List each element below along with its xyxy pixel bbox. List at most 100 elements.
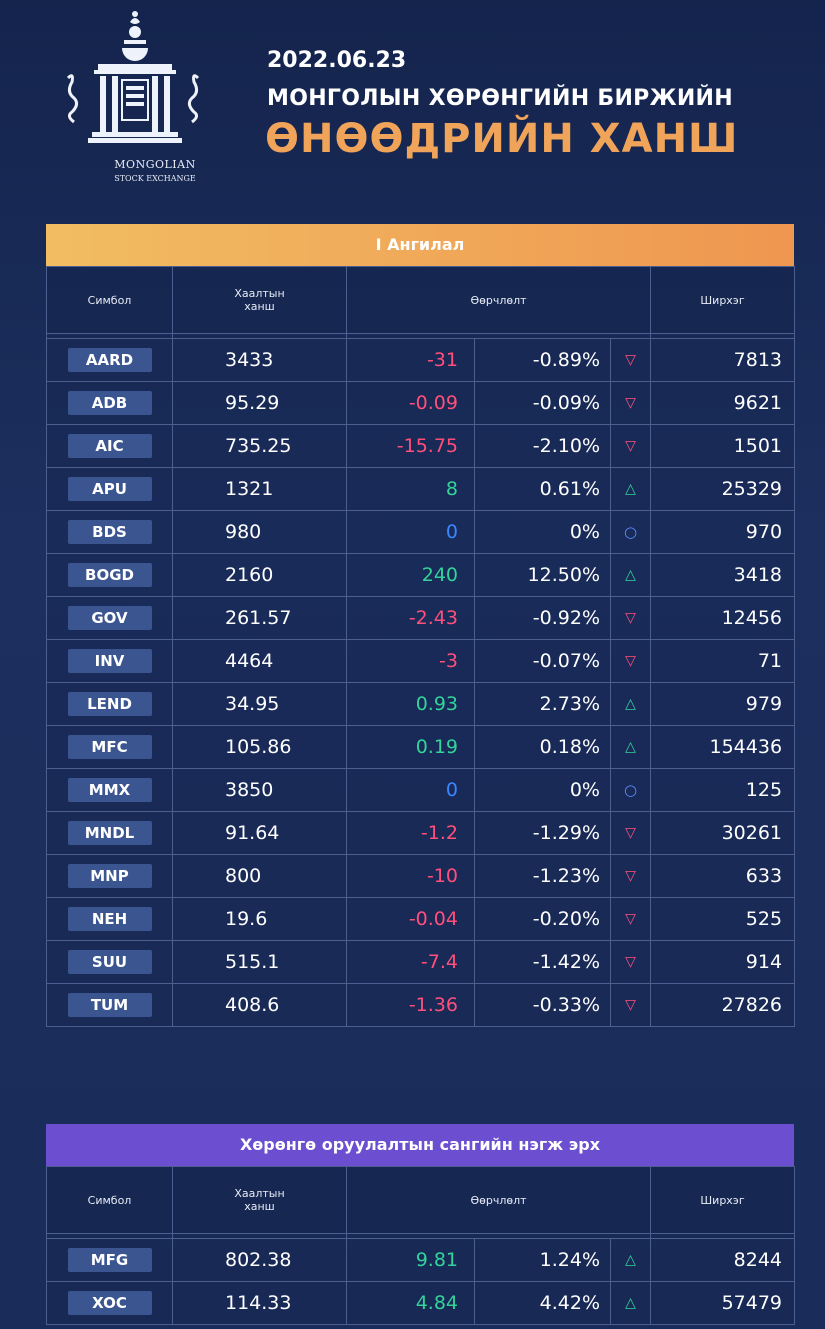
change-value-cell: 9.81 bbox=[346, 1238, 475, 1282]
funds-table: Симбол Хаалтын ханш Өөрчлөлт Ширхэг MFG 8… bbox=[46, 1166, 796, 1325]
soyombo-building-icon bbox=[66, 11, 200, 143]
change-percent-cell: 4.42% bbox=[474, 1281, 611, 1325]
change-percent-cell: 0% bbox=[474, 768, 611, 812]
col-symbol-header: Симбол bbox=[46, 266, 173, 334]
triangle-down-icon: ▽ bbox=[609, 639, 652, 683]
table-row: ADB 95.29 -0.09 -0.09% ▽ 9621 bbox=[46, 381, 796, 425]
table-row: APU 1321 8 0.61% △ 25329 bbox=[46, 467, 796, 511]
volume-cell: 125 bbox=[650, 768, 796, 812]
close-price-cell: 261.57 bbox=[172, 596, 347, 640]
close-price-cell: 408.6 bbox=[172, 983, 347, 1027]
change-percent-cell: -1.42% bbox=[474, 940, 611, 984]
change-value-cell: -10 bbox=[346, 854, 475, 898]
circle-icon: ○ bbox=[609, 768, 652, 812]
triangle-down-icon: ▽ bbox=[609, 424, 652, 468]
change-percent-cell: 1.24% bbox=[474, 1238, 611, 1282]
symbol-badge: TUM bbox=[67, 993, 152, 1017]
col-close-header: Хаалтын ханш bbox=[172, 1166, 347, 1234]
table-row: MNP 800 -10 -1.23% ▽ 633 bbox=[46, 854, 796, 898]
close-price-cell: 105.86 bbox=[172, 725, 347, 769]
change-value-cell: -7.4 bbox=[346, 940, 475, 984]
close-price-cell: 95.29 bbox=[172, 381, 347, 425]
change-value-cell: -15.75 bbox=[346, 424, 475, 468]
table-row: MFG 802.38 9.81 1.24% △ 8244 bbox=[46, 1238, 796, 1282]
funds-header-row: Симбол Хаалтын ханш Өөрчлөлт Ширхэг bbox=[46, 1166, 796, 1234]
table-row: INV 4464 -3 -0.07% ▽ 71 bbox=[46, 639, 796, 683]
table-row: XOC 114.33 4.84 4.42% △ 57479 bbox=[46, 1281, 796, 1325]
tier1-header-row: Симбол Хаалтын ханш Өөрчлөлт Ширхэг bbox=[46, 266, 796, 334]
triangle-down-icon: ▽ bbox=[609, 381, 652, 425]
symbol-badge: XOC bbox=[67, 1291, 152, 1315]
close-price-cell: 19.6 bbox=[172, 897, 347, 941]
symbol-cell: APU bbox=[46, 467, 173, 511]
triangle-down-icon: ▽ bbox=[609, 940, 652, 984]
symbol-badge: APU bbox=[67, 477, 152, 501]
change-percent-cell: -2.10% bbox=[474, 424, 611, 468]
change-value-cell: -3 bbox=[346, 639, 475, 683]
volume-cell: 633 bbox=[650, 854, 796, 898]
symbol-badge: MMX bbox=[67, 778, 152, 802]
symbol-cell: GOV bbox=[46, 596, 173, 640]
change-value-cell: 0 bbox=[346, 768, 475, 812]
change-percent-cell: 0.61% bbox=[474, 467, 611, 511]
symbol-cell: AIC bbox=[46, 424, 173, 468]
table-row: BDS 980 0 0% ○ 970 bbox=[46, 510, 796, 554]
triangle-up-icon: △ bbox=[609, 553, 652, 597]
symbol-badge: GOV bbox=[67, 606, 152, 630]
tier1-table: Симбол Хаалтын ханш Өөрчлөлт Ширхэг AARD… bbox=[46, 266, 796, 1027]
symbol-cell: MNDL bbox=[46, 811, 173, 855]
symbol-badge: SUU bbox=[67, 950, 152, 974]
symbol-cell: INV bbox=[46, 639, 173, 683]
close-price-cell: 114.33 bbox=[172, 1281, 347, 1325]
change-value-cell: -31 bbox=[346, 338, 475, 382]
symbol-badge: MFC bbox=[67, 735, 152, 759]
volume-cell: 30261 bbox=[650, 811, 796, 855]
symbol-badge: MNDL bbox=[67, 821, 152, 845]
col-volume-header: Ширхэг bbox=[650, 266, 796, 334]
volume-cell: 3418 bbox=[650, 553, 796, 597]
volume-cell: 8244 bbox=[650, 1238, 796, 1282]
triangle-up-icon: △ bbox=[609, 467, 652, 511]
volume-cell: 25329 bbox=[650, 467, 796, 511]
triangle-down-icon: ▽ bbox=[609, 897, 652, 941]
table-row: TUM 408.6 -1.36 -0.33% ▽ 27826 bbox=[46, 983, 796, 1027]
logo-text-line2: STOCK EXCHANGE bbox=[114, 174, 196, 183]
volume-cell: 914 bbox=[650, 940, 796, 984]
table-row: MNDL 91.64 -1.2 -1.29% ▽ 30261 bbox=[46, 811, 796, 855]
header: MONGOLIAN STOCK EXCHANGE 2022.06.23 МОНГ… bbox=[0, 0, 825, 200]
close-price-cell: 3433 bbox=[172, 338, 347, 382]
change-value-cell: -0.09 bbox=[346, 381, 475, 425]
change-value-cell: -1.36 bbox=[346, 983, 475, 1027]
volume-cell: 979 bbox=[650, 682, 796, 726]
change-percent-cell: -0.07% bbox=[474, 639, 611, 683]
change-percent-cell: -0.20% bbox=[474, 897, 611, 941]
change-percent-cell: 2.73% bbox=[474, 682, 611, 726]
change-percent-cell: -1.29% bbox=[474, 811, 611, 855]
symbol-cell: AARD bbox=[46, 338, 173, 382]
change-percent-cell: -1.23% bbox=[474, 854, 611, 898]
volume-cell: 57479 bbox=[650, 1281, 796, 1325]
change-percent-cell: 0% bbox=[474, 510, 611, 554]
table-row: MFC 105.86 0.19 0.18% △ 154436 bbox=[46, 725, 796, 769]
table-row: BOGD 2160 240 12.50% △ 3418 bbox=[46, 553, 796, 597]
close-price-cell: 802.38 bbox=[172, 1238, 347, 1282]
symbol-badge: ADB bbox=[67, 391, 152, 415]
triangle-up-icon: △ bbox=[609, 1238, 652, 1282]
col-close-header: Хаалтын ханш bbox=[172, 266, 347, 334]
change-percent-cell: -0.09% bbox=[474, 381, 611, 425]
change-percent-cell: -0.33% bbox=[474, 983, 611, 1027]
volume-cell: 12456 bbox=[650, 596, 796, 640]
report-date: 2022.06.23 bbox=[267, 48, 407, 73]
table-row: AIC 735.25 -15.75 -2.10% ▽ 1501 bbox=[46, 424, 796, 468]
volume-cell: 1501 bbox=[650, 424, 796, 468]
table-row: AARD 3433 -31 -0.89% ▽ 7813 bbox=[46, 338, 796, 382]
close-price-cell: 91.64 bbox=[172, 811, 347, 855]
page-title: ӨНӨӨДРИЙН ХАНШ bbox=[265, 116, 739, 162]
symbol-cell: MMX bbox=[46, 768, 173, 812]
page-subtitle: МОНГОЛЫН ХӨРӨНГИЙН БИРЖИЙН bbox=[267, 86, 733, 111]
symbol-cell: MFC bbox=[46, 725, 173, 769]
volume-cell: 71 bbox=[650, 639, 796, 683]
triangle-down-icon: ▽ bbox=[609, 983, 652, 1027]
change-value-cell: 240 bbox=[346, 553, 475, 597]
symbol-cell: TUM bbox=[46, 983, 173, 1027]
